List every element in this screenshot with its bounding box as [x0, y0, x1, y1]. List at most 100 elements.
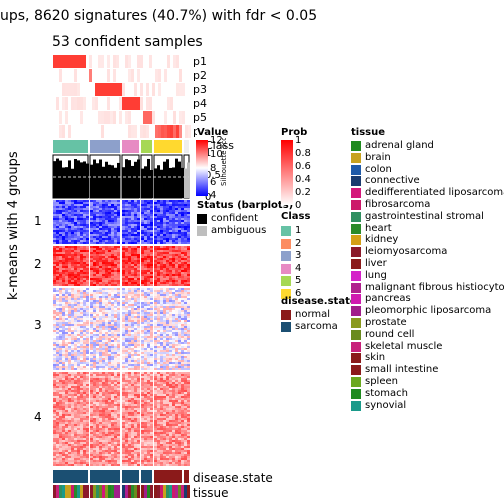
heatmap-cell [80, 396, 83, 398]
heatmap-cell [137, 408, 140, 410]
heatmap-cell [172, 410, 175, 412]
heatmap-cell [96, 234, 99, 236]
heatmap-cell [172, 344, 175, 346]
heatmap-cell [71, 310, 74, 312]
heatmap-cell [154, 308, 157, 310]
heatmap-cell [154, 404, 157, 406]
heatmap-cell [99, 366, 102, 368]
heatmap-cell [62, 402, 65, 404]
heatmap-cell [147, 420, 150, 422]
heatmap-cell [128, 344, 131, 346]
heatmap-cell [150, 366, 153, 368]
heatmap-cell [65, 222, 68, 224]
heatmap-cell [108, 224, 111, 226]
heatmap-cell [90, 362, 93, 364]
heatmap-cell [108, 390, 111, 392]
heatmap-cell [68, 322, 71, 324]
heatmap-cell [125, 312, 128, 314]
heatmap-cell [147, 228, 150, 230]
heatmap-cell [117, 414, 120, 416]
heatmap-cell [77, 392, 80, 394]
heatmap-cell [144, 354, 147, 356]
heatmap-cell [184, 292, 187, 294]
heatmap-cell [137, 410, 140, 412]
heatmap-cell [144, 386, 147, 388]
heatmap-cell [90, 398, 93, 400]
heatmap-cell [80, 318, 83, 320]
heatmap-cell [160, 230, 163, 232]
heatmap-cell [71, 202, 74, 204]
heatmap-cell [74, 390, 77, 392]
silhouette-bar [62, 167, 65, 198]
heatmap-cell [53, 372, 56, 374]
heatmap-cell [102, 258, 105, 260]
heatmap-cell [77, 300, 80, 302]
heatmap-cell [74, 204, 77, 206]
heatmap-cell [74, 326, 77, 328]
heatmap-cell [83, 290, 86, 292]
heatmap-cell [128, 246, 131, 248]
heatmap-cell [163, 274, 166, 276]
heatmap-cell [128, 316, 131, 318]
heatmap-cell [68, 294, 71, 296]
heatmap-cell [59, 344, 62, 346]
heatmap-cell [56, 288, 59, 290]
heatmap-cell [86, 268, 89, 270]
heatmap-cell [134, 222, 137, 224]
heatmap-cell [184, 368, 187, 370]
heatmap-cell [102, 322, 105, 324]
heatmap-cell [150, 224, 153, 226]
heatmap-cell [175, 214, 178, 216]
heatmap-cell [163, 314, 166, 316]
heatmap-cell [131, 372, 134, 374]
heatmap-cell [96, 300, 99, 302]
heatmap-cell [144, 290, 147, 292]
heatmap-cell [56, 368, 59, 370]
heatmap-cell [134, 396, 137, 398]
heatmap-cell [71, 396, 74, 398]
heatmap-cell [59, 300, 62, 302]
heatmap-cell [83, 318, 86, 320]
heatmap-cell [59, 332, 62, 334]
heatmap-cell [150, 352, 153, 354]
heatmap-cell [125, 366, 128, 368]
heatmap-cell [105, 290, 108, 292]
prob-cell [140, 97, 143, 110]
heatmap-cell [187, 376, 190, 378]
heatmap-cell [134, 340, 137, 342]
heatmap-cell [150, 256, 153, 258]
heatmap-cell [111, 226, 114, 228]
heatmap-cell [74, 374, 77, 376]
heatmap-cell [90, 376, 93, 378]
heatmap-cell [178, 256, 181, 258]
heatmap-cell [157, 270, 160, 272]
heatmap-cell [154, 332, 157, 334]
heatmap-cell [163, 356, 166, 358]
heatmap-cell [160, 284, 163, 286]
heatmap-cell [163, 220, 166, 222]
heatmap-cell [99, 406, 102, 408]
heatmap-cell [74, 234, 77, 236]
heatmap-cell [111, 362, 114, 364]
heatmap-cell [108, 322, 111, 324]
heatmap-cell [122, 392, 125, 394]
heatmap-cell [77, 382, 80, 384]
heatmap-cell [53, 414, 56, 416]
heatmap-cell [154, 322, 157, 324]
heatmap-cell [86, 200, 89, 202]
heatmap-cell [166, 200, 169, 202]
heatmap-cell [86, 308, 89, 310]
heatmap-cell [166, 258, 169, 260]
heatmap-cell [90, 346, 93, 348]
heatmap-cell [56, 324, 59, 326]
heatmap-cell [102, 274, 105, 276]
heatmap-cell [56, 326, 59, 328]
heatmap-cell [175, 218, 178, 220]
heatmap-cell [74, 252, 77, 254]
heatmap-cell [74, 412, 77, 414]
heatmap-cell [83, 284, 86, 286]
prob-cell [167, 97, 170, 110]
heatmap-cell [147, 390, 150, 392]
heatmap-cell [175, 274, 178, 276]
heatmap-cell [134, 394, 137, 396]
